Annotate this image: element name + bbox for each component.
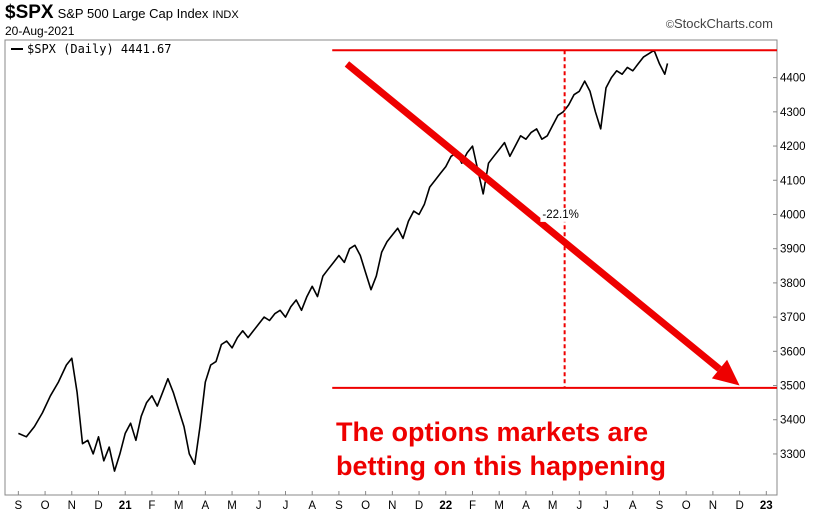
- x-tick-label: O: [41, 500, 50, 512]
- x-tick-label: J: [603, 500, 609, 512]
- plot-frame: [4, 39, 778, 496]
- series-layer: [18, 49, 669, 472]
- annotation-line-1: The options markets are: [336, 417, 649, 447]
- x-tick-label: D: [735, 500, 743, 512]
- legend-label: $SPX (Daily) 4441.67: [27, 42, 172, 56]
- y-tick-label: 4000: [780, 209, 806, 221]
- y-tick-label: 4200: [780, 141, 806, 153]
- x-tick-label: O: [682, 500, 691, 512]
- index-name: S&P 500 Large Cap Index: [57, 6, 209, 21]
- x-tick-label: S: [656, 500, 664, 512]
- y-tick-label: 4400: [780, 73, 806, 85]
- x-tick-label: M: [494, 500, 504, 512]
- y-tick-label: 3800: [780, 278, 806, 290]
- index-code: INDX: [212, 9, 239, 21]
- y-tick-label: 3500: [780, 381, 806, 393]
- x-tick-label: N: [388, 500, 396, 512]
- copyright-symbol: ©: [665, 19, 675, 31]
- arrow-shaft: [344, 61, 722, 372]
- chart-date: 20-Aug-2021: [5, 24, 75, 38]
- y-tick-label: 3300: [780, 449, 806, 461]
- brand-watermark[interactable]: ©StockCharts.com: [666, 16, 773, 31]
- x-tick-label: F: [148, 500, 155, 512]
- x-tick-label: F: [469, 500, 476, 512]
- y-tick-label: 3900: [780, 244, 806, 256]
- y-tick-label: 4100: [780, 175, 806, 187]
- x-tick-label: 23: [760, 500, 773, 512]
- x-tick-label: J: [256, 500, 262, 512]
- percent-change-label: -22.1%: [542, 209, 578, 221]
- x-tick-label: J: [283, 500, 289, 512]
- x-tick-label: M: [174, 500, 184, 512]
- x-tick-label: S: [335, 500, 343, 512]
- x-tick-label: S: [15, 500, 23, 512]
- x-tick-label: A: [629, 500, 637, 512]
- x-tick-label: A: [522, 500, 530, 512]
- x-tick-label: J: [576, 500, 582, 512]
- x-tick-label: N: [68, 500, 76, 512]
- y-tick-label: 3600: [780, 346, 806, 358]
- x-tick-label: A: [202, 500, 210, 512]
- price-line: [18, 49, 669, 472]
- x-tick-label: 22: [439, 500, 452, 512]
- percent-label-bg: [540, 207, 581, 222]
- x-tick-label: M: [227, 500, 237, 512]
- y-tick-label: 3700: [780, 312, 806, 324]
- x-tick-label: M: [548, 500, 558, 512]
- x-tick-label: D: [94, 500, 102, 512]
- chart-header: $SPX S&P 500 Large Cap Index INDX: [5, 2, 239, 24]
- y-tick-label: 4300: [780, 107, 806, 119]
- y-tick-label: 3400: [780, 415, 806, 427]
- annotation-text: The options markets are betting on this …: [336, 415, 666, 483]
- overlay-layer: -22.1%: [332, 49, 777, 389]
- x-axis: S O N D 21 F M A M J J A S O N D 22 F M A M J J A S O N D 23: [15, 491, 773, 512]
- ticker-symbol: $SPX: [5, 2, 54, 23]
- x-tick-label: O: [361, 500, 370, 512]
- x-tick-label: D: [415, 500, 423, 512]
- x-tick-label: N: [709, 500, 717, 512]
- x-tick-label: 21: [119, 500, 132, 512]
- arrow-head: [711, 359, 740, 386]
- annotation-line-2: betting on this happening: [336, 451, 666, 481]
- brand-name: StockCharts.com: [674, 16, 773, 31]
- y-axis: 3300 3400 3500 3600 3700 3800 3900 4000 4100 4200…: [773, 73, 806, 461]
- x-tick-label: A: [308, 500, 316, 512]
